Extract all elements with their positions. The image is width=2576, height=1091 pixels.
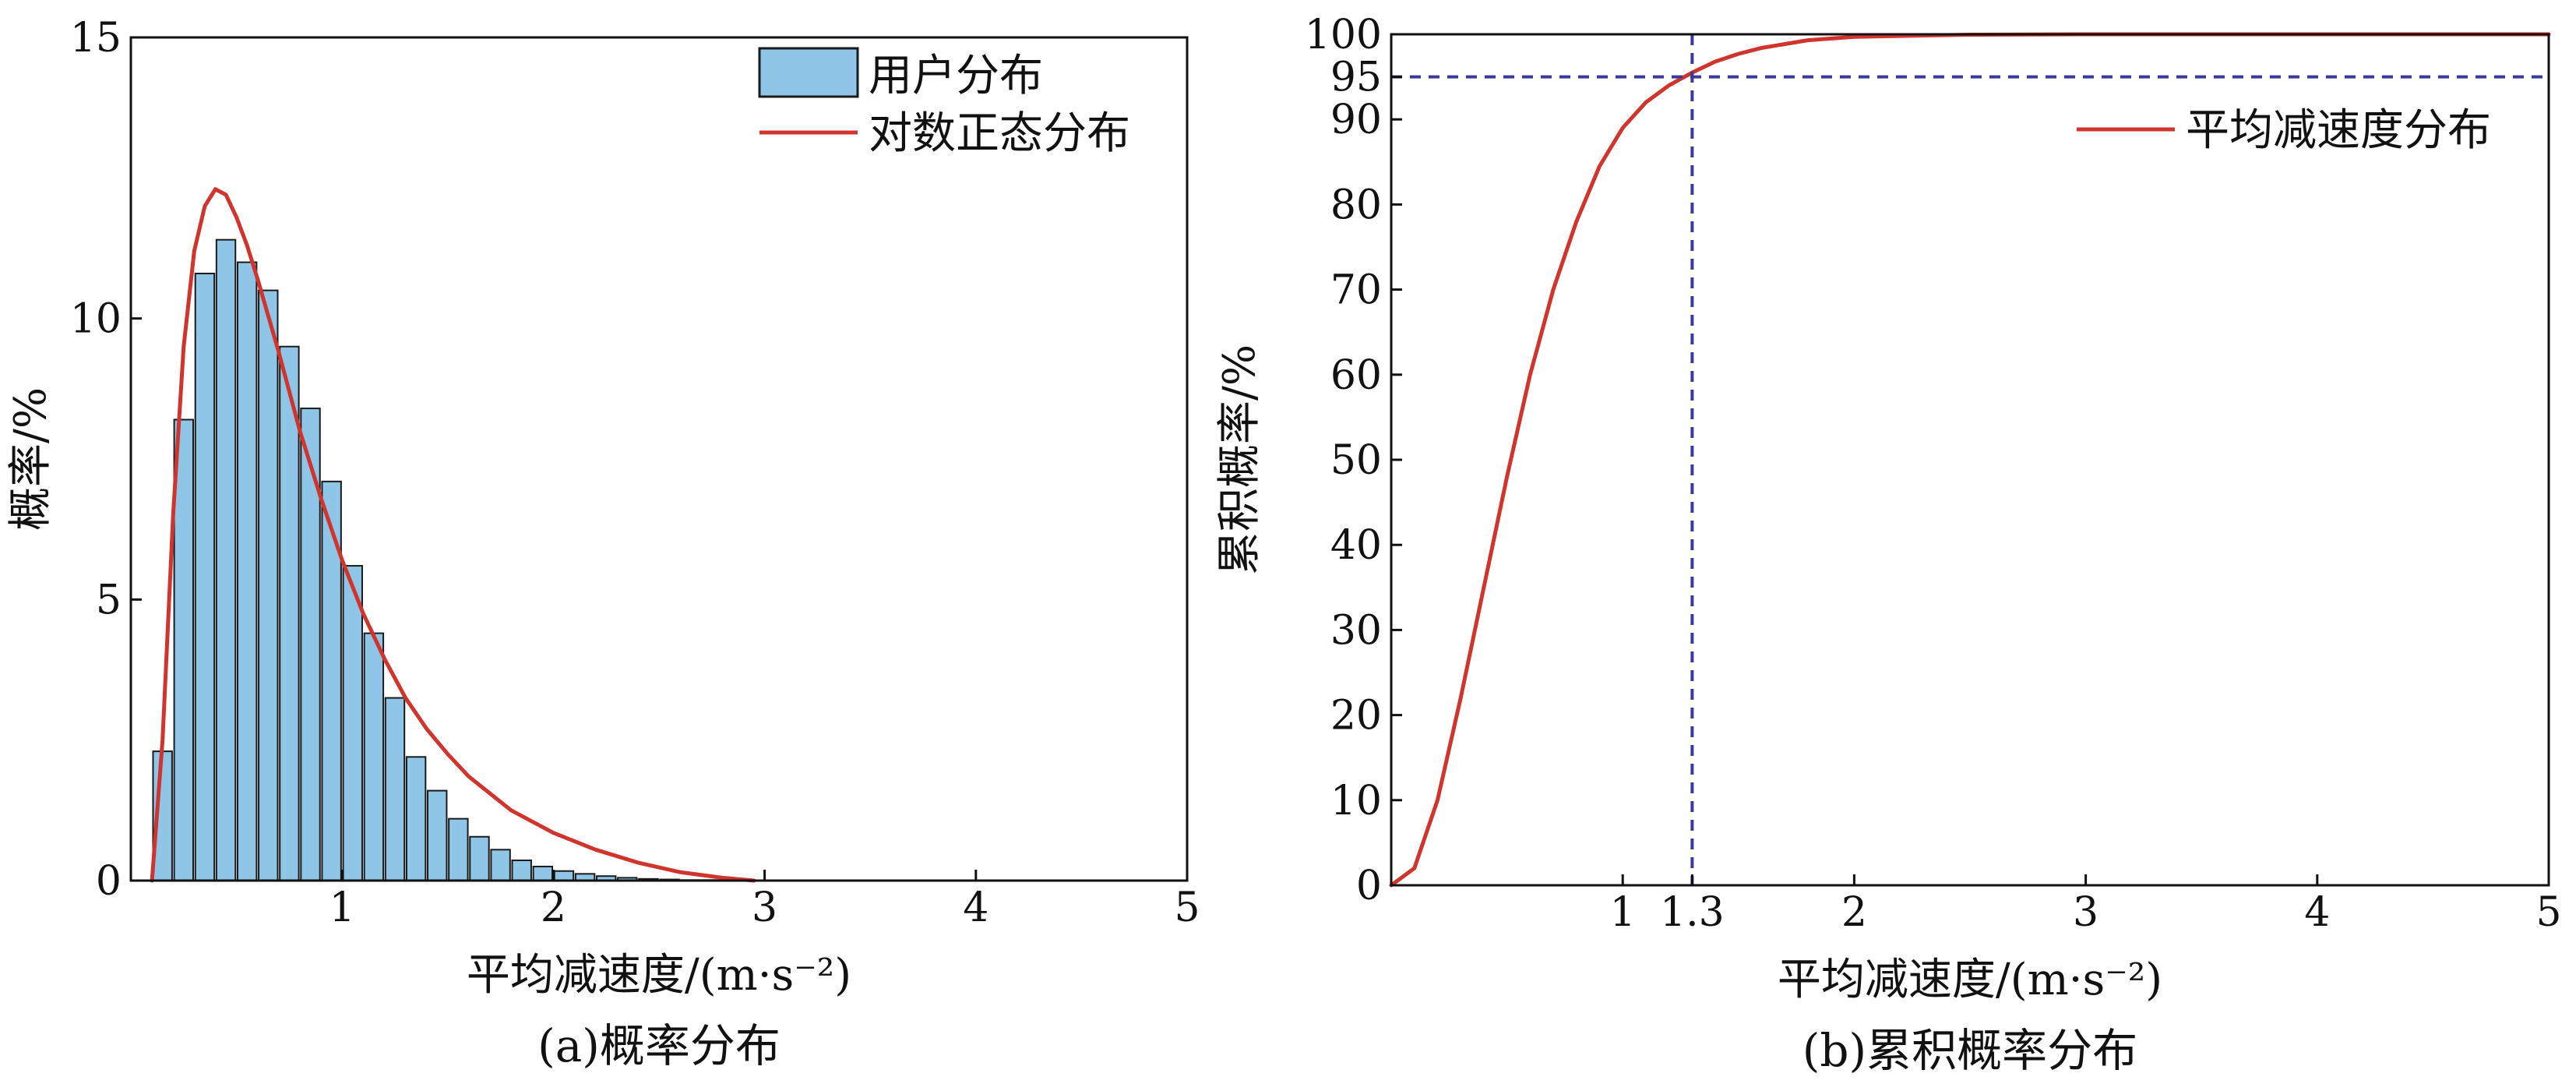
legend: 平均减速度分布 <box>2077 105 2491 156</box>
bar <box>258 289 279 882</box>
bar <box>236 261 258 881</box>
y-tick-label: 95 <box>1330 55 1382 101</box>
bar <box>384 697 406 881</box>
x-tick-label: 5 <box>2535 889 2561 936</box>
y-tick-label: 0 <box>96 858 122 905</box>
y-tick-label: 90 <box>1330 97 1382 143</box>
y-tick-label: 100 <box>1305 12 1382 58</box>
bar <box>532 865 554 882</box>
x-tick-label: 2 <box>541 884 566 931</box>
y-axis-title: 累积概率/% <box>1214 344 1265 575</box>
x-tick-label: 4 <box>2304 889 2330 936</box>
x-tick-label: 4 <box>963 884 988 931</box>
y-tick-label: 80 <box>1330 182 1382 228</box>
figure-caption: (a)概率分布 <box>537 1019 781 1072</box>
bar <box>279 345 300 881</box>
bar <box>448 817 469 881</box>
bar <box>300 408 321 881</box>
y-tick-label: 30 <box>1330 607 1382 654</box>
bar <box>321 480 342 881</box>
legend-label: 用户分布 <box>869 51 1043 101</box>
bar <box>342 565 363 881</box>
bar <box>173 418 195 881</box>
bar <box>427 789 448 881</box>
series-line <box>1389 32 2551 888</box>
figure-caption: (b)累积概率分布 <box>1802 1024 2137 1077</box>
y-tick-label: 60 <box>1330 352 1382 399</box>
y-tick-label: 70 <box>1330 267 1382 314</box>
y-tick-label: 40 <box>1330 522 1382 569</box>
panel-b-cumulative-distribution: 1 1.3 2 3 4 5010203040506070809095100平均减速度/(m… <box>1214 12 2562 1077</box>
legend-label: 对数正态分布 <box>869 108 1130 159</box>
y-tick-label: 50 <box>1330 437 1382 484</box>
y-tick-label: 10 <box>70 296 122 343</box>
x-tick-label: 1 <box>329 884 355 931</box>
y-tick-label: 0 <box>1356 863 1382 909</box>
bar <box>194 272 216 881</box>
y-tick-label: 20 <box>1330 693 1382 740</box>
bar <box>490 849 511 881</box>
bar <box>405 756 427 881</box>
x-tick-label: 5 <box>1174 884 1200 931</box>
y-tick-label: 5 <box>96 577 122 623</box>
plot-frame <box>129 36 1189 882</box>
x-tick-label: 1 <box>1610 889 1636 936</box>
legend-swatch <box>758 47 859 98</box>
legend-label: 平均减速度分布 <box>2186 105 2491 156</box>
x-tick-label: 3 <box>752 884 777 931</box>
y-axis-title: 概率/% <box>5 387 56 531</box>
series-line <box>150 187 756 883</box>
x-tick-label: 1.3 <box>1660 889 1725 936</box>
bar <box>363 632 385 881</box>
x-tick-label: 2 <box>1841 889 1867 936</box>
y-tick-label: 10 <box>1330 778 1382 824</box>
plot-frame <box>1390 33 2550 887</box>
x-tick-label: 3 <box>2073 889 2099 936</box>
bar <box>215 238 237 881</box>
panel-a-probability-distribution: 1 2 3 4 5 0 5 10 15 平均减速度/(m·s⁻²) 概率/% (a)概率分布 用户分布对… <box>5 15 1200 1072</box>
bar <box>511 860 532 881</box>
bar <box>553 870 575 881</box>
y-tick-label: 15 <box>70 15 122 62</box>
x-axis-title: 平均减速度/(m·s⁻²) <box>467 950 851 1001</box>
bar <box>469 835 490 881</box>
x-axis-title: 平均减速度/(m·s⁻²) <box>1778 955 2162 1005</box>
